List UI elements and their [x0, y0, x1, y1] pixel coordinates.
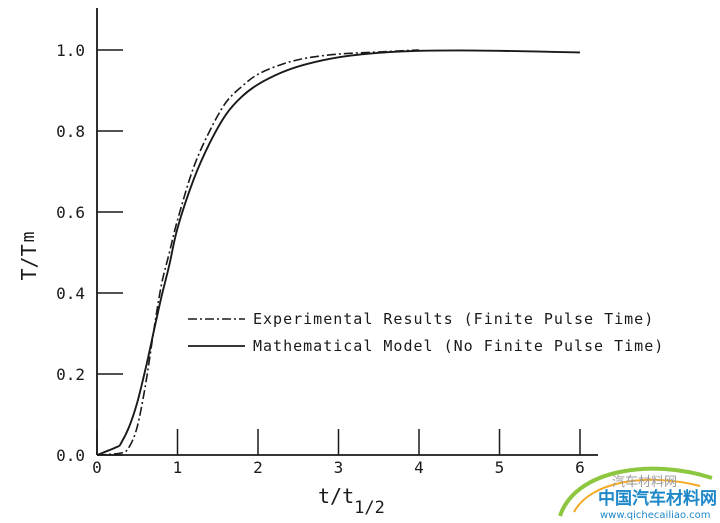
watermark-swoosh-inner [573, 478, 701, 513]
x-tick-label-0: 0 [92, 458, 102, 477]
legend: Experimental Results (Finite Pulse Time)… [188, 310, 664, 355]
watermark: 汽车材料网 中国汽车材料网 www.qichecailiao.com [558, 466, 717, 521]
y-tick-label-1: 0.2 [56, 365, 85, 384]
y-tick-label-0: 0.0 [56, 446, 85, 465]
x-tick-label-5: 5 [495, 458, 505, 477]
y-tick-label-5: 1.0 [56, 41, 85, 60]
x-tick-label-4: 4 [414, 458, 424, 477]
watermark-main-text: 中国汽车材料网 [598, 488, 717, 509]
y-tick-label-2: 0.4 [56, 284, 85, 303]
axes [96, 8, 598, 456]
legend-label-experimental: Experimental Results (Finite Pulse Time) [253, 310, 654, 328]
x-axis-title: t/t1/2 [318, 484, 385, 518]
y-ticks: 0.0 0.2 0.4 0.6 0.8 1.0 [56, 41, 123, 465]
y-axis-title: T/Tm [17, 232, 41, 281]
x-ticks: 0 1 2 3 4 5 6 [92, 429, 585, 477]
x-tick-label-6: 6 [575, 458, 585, 477]
series-group [96, 49, 581, 456]
y-tick-label-3: 0.6 [56, 203, 85, 222]
x-tick-label-3: 3 [334, 458, 344, 477]
x-tick-label-1: 1 [173, 458, 183, 477]
series-line-1 [96, 49, 581, 456]
watermark-top-text: 汽车材料网 [612, 474, 677, 490]
watermark-swoosh [558, 466, 713, 517]
y-tick-label-4: 0.8 [56, 122, 85, 141]
legend-label-model: Mathematical Model (No Finite Pulse Time… [253, 337, 664, 355]
x-tick-label-2: 2 [253, 458, 263, 477]
series-line-0 [96, 49, 420, 456]
watermark-url: www.qichecailiao.com [600, 510, 710, 521]
